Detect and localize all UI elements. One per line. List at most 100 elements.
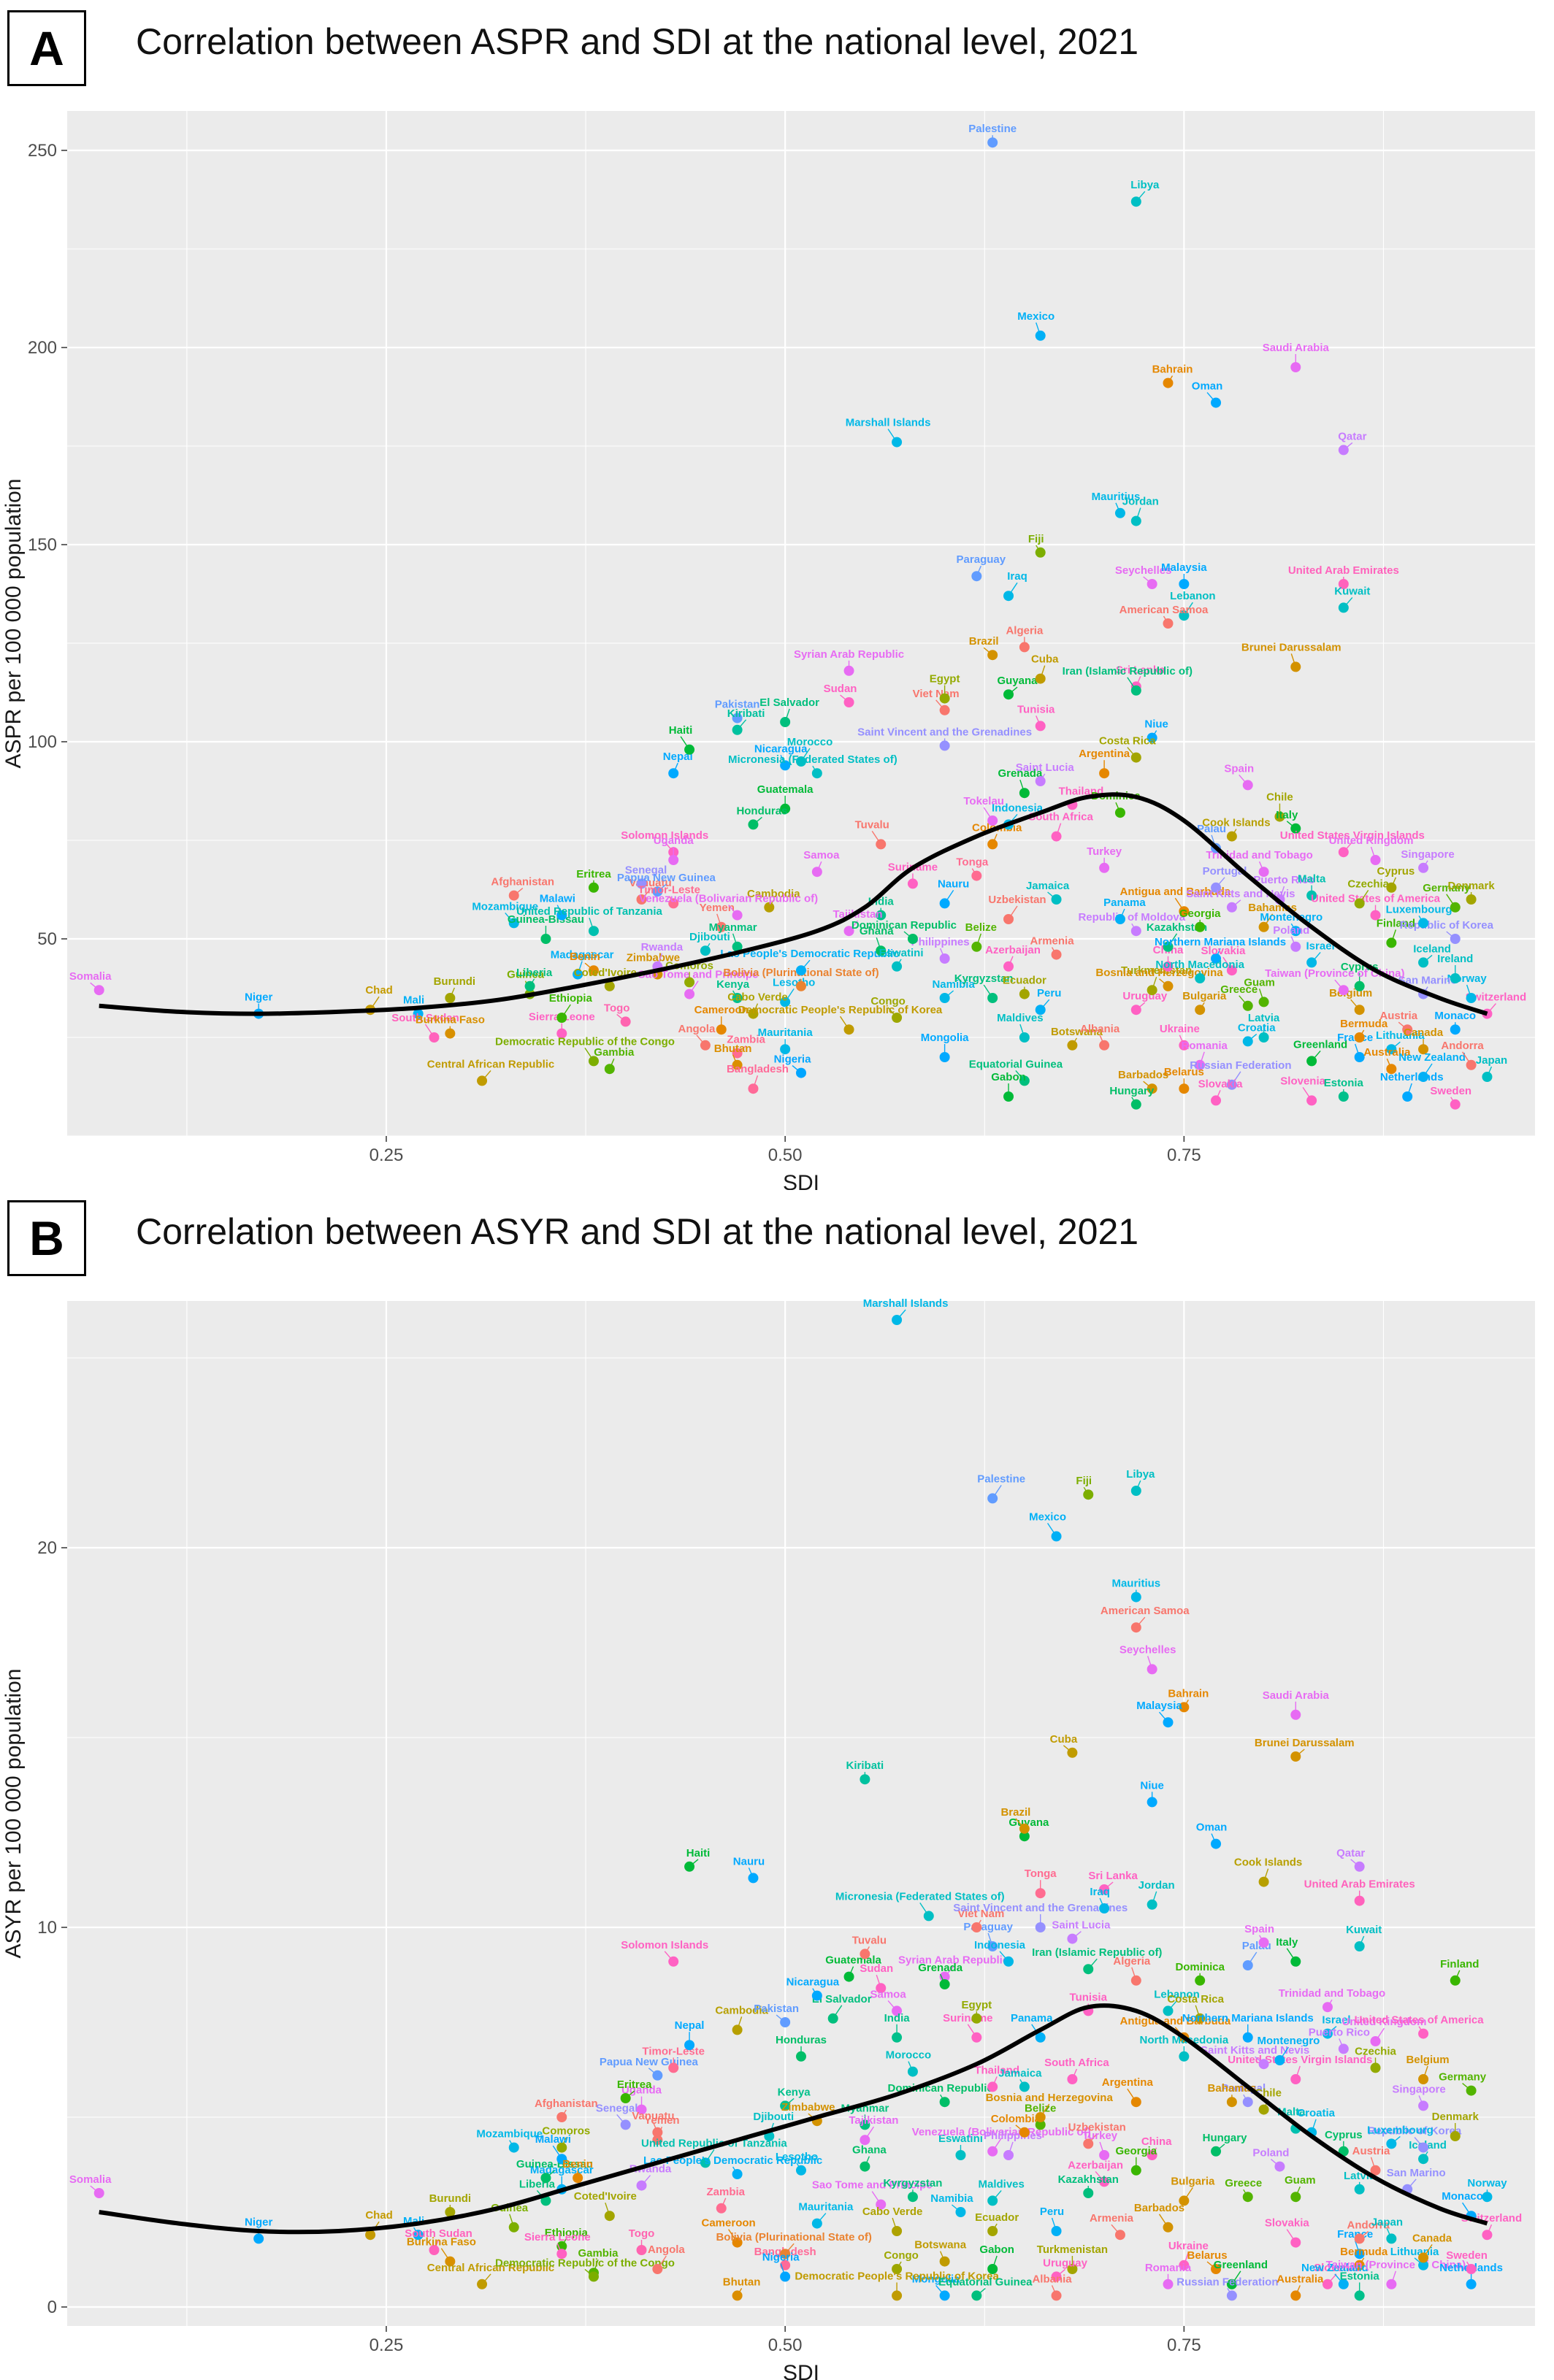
point-hungary <box>1211 2146 1222 2157</box>
point-label-paraguay: Paraguay <box>963 1921 1013 1933</box>
point-label-pakistan: Pakistan <box>754 2003 799 2015</box>
point-label-united-states-virgin-islands: United States Virgin Islands <box>1280 829 1425 842</box>
point-brunei-darussalam <box>1290 661 1301 672</box>
y-tick-label: 150 <box>28 535 57 555</box>
point-eswatini <box>955 2150 966 2160</box>
point-label-bermuda: Bermuda <box>1340 1018 1388 1030</box>
point-label-iraq: Iraq <box>1090 1886 1110 1898</box>
point-kenya <box>780 2100 791 2111</box>
x-tick-label: 0.50 <box>768 1145 803 1165</box>
point-label-albania: Albania <box>1080 1023 1120 1035</box>
point-label-chad: Chad <box>365 2209 393 2222</box>
point-sudan <box>876 1983 887 1994</box>
point-label-south-africa: South Africa <box>1044 2057 1109 2069</box>
point-bhutan <box>732 1059 743 1070</box>
point-label-bhutan: Bhutan <box>723 2276 761 2288</box>
point-label-greece: Greece <box>1220 983 1258 996</box>
point-label-cyprus: Cyprus <box>1377 865 1415 878</box>
point-ethiopia <box>556 1013 567 1023</box>
point-palestine <box>987 137 998 148</box>
point-mexico <box>1051 1531 1062 1542</box>
point-kenya <box>732 993 743 1003</box>
point-label-mozambique: Mozambique <box>476 2128 543 2141</box>
panel-title-b: Correlation between ASYR and SDI at the … <box>136 1211 1139 1252</box>
point-label-mali: Mali <box>403 994 424 1007</box>
point-ghana <box>876 945 887 956</box>
point-label-tunisia: Tunisia <box>1070 1991 1108 2003</box>
point-samoa <box>811 867 822 878</box>
point-cuba <box>1067 1747 1078 1758</box>
point-label-burkina-faso: Burkina Faso <box>407 2236 476 2249</box>
point-label-algeria: Algeria <box>1113 1955 1151 1968</box>
point-bahrain <box>1163 377 1174 388</box>
point-central-african-republic <box>477 1075 488 1086</box>
point-malta <box>1306 890 1317 901</box>
point-label-namibia: Namibia <box>932 978 975 991</box>
point-label-poland: Poland <box>1273 924 1309 937</box>
point-nauru <box>939 898 950 909</box>
point-sao-tome-and-principe <box>684 989 695 999</box>
point-madagascar <box>573 969 583 980</box>
point-label-nepal: Nepal <box>663 751 693 763</box>
point-belize <box>971 941 982 952</box>
point-oman <box>1211 397 1222 408</box>
point-label-american-samoa: American Samoa <box>1101 1605 1190 1617</box>
point-label-guyana: Guyana <box>1008 1816 1049 1829</box>
point-guinea-bissau <box>540 2173 551 2184</box>
point-label-trinidad-and-tobago: Trinidad and Tobago <box>1279 1987 1385 2000</box>
point-label-tuvalu: Tuvalu <box>855 818 889 831</box>
point-united-arab-emirates <box>1338 579 1349 589</box>
y-axis-title: ASPR per 100 000 population <box>1 479 26 769</box>
point-nepal <box>668 768 679 779</box>
point-label-palestine: Palestine <box>977 1473 1025 1485</box>
point-label-puerto-rico: Puerto Rico <box>1309 2026 1370 2038</box>
point-label-tonga: Tonga <box>1025 1867 1057 1880</box>
point-jordan <box>1130 515 1141 526</box>
point-label-belgium: Belgium <box>1406 2054 1449 2066</box>
point-label-malta: Malta <box>1298 873 1326 886</box>
point-nigeria <box>780 2271 791 2282</box>
y-tick-label: 250 <box>28 141 57 161</box>
point-label-angola: Angola <box>648 2243 685 2256</box>
point-honduras <box>796 2051 806 2062</box>
point-label-montenegro: Montenegro <box>1258 2035 1320 2047</box>
point-cyprus <box>1386 882 1397 893</box>
point-label-el-salvador: El Salvador <box>759 696 819 709</box>
point-thailand <box>987 2081 998 2092</box>
point-argentina <box>1130 2097 1141 2108</box>
point-label-australia: Australia <box>1363 1046 1411 1059</box>
point-label-vanuatu: Vanuatu <box>632 2110 674 2122</box>
point-label-niue: Niue <box>1140 1779 1164 1792</box>
point-japan <box>1482 1072 1493 1082</box>
point-tuvalu <box>876 839 887 850</box>
point-label-sudan: Sudan <box>860 1962 893 1975</box>
point-label-philippines: Philippines <box>911 936 970 948</box>
point-maldives <box>1019 1032 1030 1043</box>
point-label-united-arab-emirates: United Arab Emirates <box>1288 564 1399 577</box>
point-guatemala <box>843 1971 854 1982</box>
point-greenland <box>1306 1056 1317 1067</box>
point-label-honduras: Honduras <box>736 805 787 817</box>
point-equatorial-guinea <box>971 2290 982 2301</box>
point-label-zimbabwe: Zimbabwe <box>627 952 680 964</box>
point-cambodia <box>732 2024 743 2035</box>
point-label-central-african-republic: Central African Republic <box>427 2262 554 2274</box>
point-latvia <box>1354 2184 1365 2195</box>
point-label-sao-tome-and-principe: Sao Tome and Principe <box>638 969 759 981</box>
point-mali <box>413 1008 424 1019</box>
point-latvia <box>1258 1032 1269 1043</box>
point-nepal <box>684 2040 695 2051</box>
point-japan <box>1386 2233 1397 2244</box>
point-label-croatia: Croatia <box>1297 2107 1335 2119</box>
point-label-kiribati: Kiribati <box>846 1759 884 1772</box>
point-luxembourg <box>1386 2138 1397 2149</box>
point-kazakhstan <box>1083 2188 1094 2198</box>
point-armenia <box>1051 949 1062 960</box>
point-costa-rica <box>1130 752 1141 763</box>
point-nigeria <box>796 1067 806 1078</box>
point-papua-new-guinea <box>652 2070 663 2081</box>
point-united-states-virgin-islands <box>1338 847 1349 858</box>
point-norway <box>1482 2192 1493 2203</box>
point-austria <box>1370 2165 1381 2176</box>
point-label-cameroon: Cameroon <box>702 2217 756 2230</box>
